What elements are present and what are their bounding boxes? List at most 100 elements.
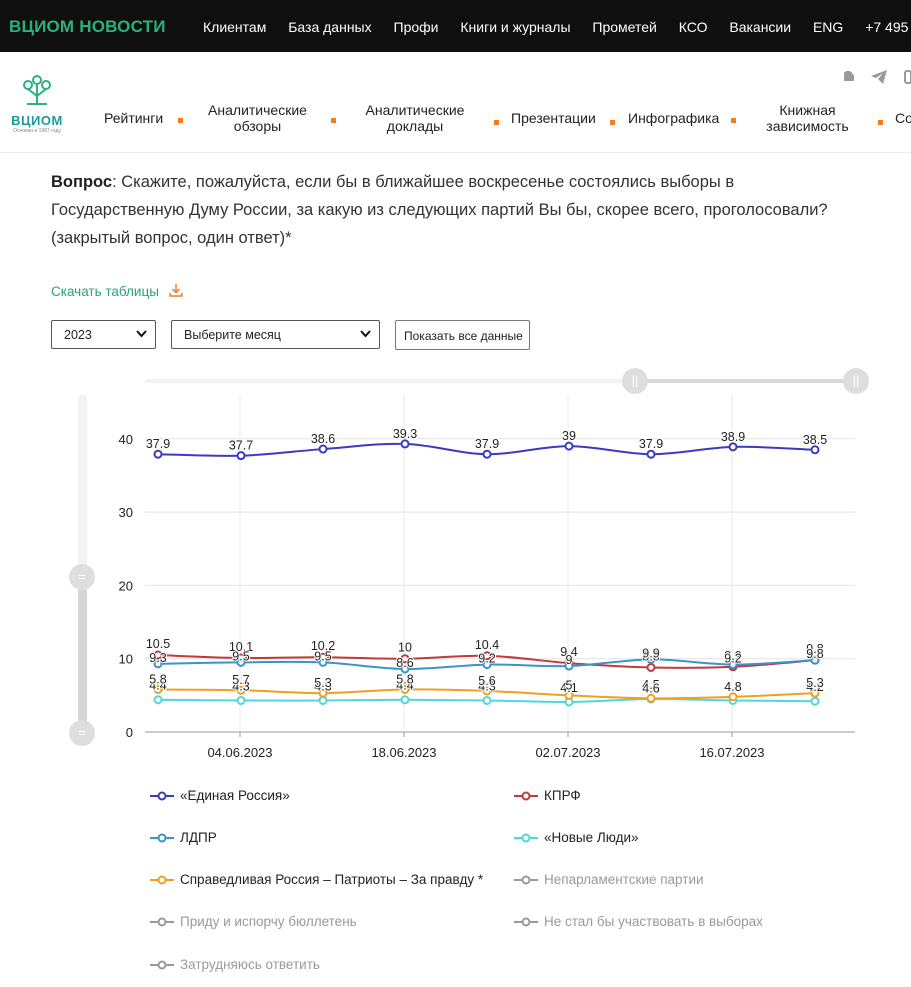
month-select[interactable]: Выберите месяц	[171, 320, 380, 349]
brand-link[interactable]: ВЦИОМ НОВОСТИ	[9, 17, 166, 36]
vertical-range-bottom-handle[interactable]: =	[69, 720, 95, 746]
data-point-kprf[interactable]	[646, 662, 656, 672]
data-point-new-people[interactable]	[153, 695, 163, 705]
range-end-handle[interactable]: ||	[843, 368, 869, 394]
show-all-data-button[interactable]: Показать все данные	[395, 320, 530, 350]
data-point-kprf[interactable]	[482, 651, 492, 661]
vertical-range-top-handle[interactable]: =	[69, 564, 95, 590]
logo[interactable]: ВЦИОМ Основан в 1987 году	[9, 74, 65, 134]
nav-item-ratings[interactable]: Рейтинги	[104, 110, 164, 126]
data-point-new-people[interactable]	[236, 695, 246, 705]
data-point-ur[interactable]	[400, 439, 410, 449]
data-point-kprf[interactable]	[318, 652, 328, 662]
data-point-new-people[interactable]	[810, 696, 820, 706]
data-point-sr[interactable]	[400, 684, 410, 694]
top-nav-item-clients[interactable]: Клиентам	[203, 19, 267, 35]
data-point-sr[interactable]	[564, 690, 574, 700]
legend-marker-icon	[150, 791, 174, 801]
data-point-ldpr[interactable]	[318, 657, 328, 667]
legend-item-ur[interactable]: «Единая Россия»	[150, 788, 290, 803]
y-tick-label: 40	[119, 432, 133, 447]
data-point-sr[interactable]	[482, 686, 492, 696]
data-point-ur[interactable]	[482, 449, 492, 459]
top-nav-item-prometheus[interactable]: Прометей	[592, 19, 657, 35]
data-point-new-people[interactable]	[646, 694, 656, 704]
legend-label: Приду и испорчу бюллетень	[180, 914, 357, 929]
nav-item-book-addiction[interactable]: Книжная зависимость	[766, 102, 849, 134]
legend-item-new-people[interactable]: «Новые Люди»	[514, 830, 639, 845]
x-tick-label: 04.06.2023	[207, 745, 272, 760]
data-point-ur[interactable]	[646, 449, 656, 459]
legend-item-not-vote[interactable]: Не стал бы участвовать в выборах	[514, 914, 763, 929]
top-nav-item-database[interactable]: База данных	[288, 19, 372, 35]
data-point-kprf[interactable]	[236, 653, 246, 663]
data-label-kprf: 8.9	[724, 649, 741, 663]
range-start-handle[interactable]: ||	[622, 368, 648, 394]
data-point-sr[interactable]	[318, 688, 328, 698]
social-icon[interactable]	[903, 70, 911, 87]
data-label-ldpr: 9.8	[806, 647, 823, 661]
legend-item-nonparliamentary[interactable]: Непарламентские партии	[514, 872, 704, 887]
nav-separator-mark	[494, 120, 499, 125]
data-point-ldpr[interactable]	[400, 664, 410, 674]
nav-separator-mark	[731, 118, 736, 123]
legend-item-spoil-ballot[interactable]: Приду и испорчу бюллетень	[150, 914, 357, 929]
nav-item-more[interactable]: Со	[895, 110, 911, 126]
legend-item-ldpr[interactable]: ЛДПР	[150, 830, 217, 845]
data-point-ldpr[interactable]	[728, 660, 738, 670]
data-point-ur[interactable]	[236, 451, 246, 461]
data-point-ldpr[interactable]	[236, 657, 246, 667]
data-point-kprf[interactable]	[153, 650, 163, 660]
data-label-ldpr: 9.3	[149, 651, 166, 665]
data-label-kprf: 10.4	[475, 638, 499, 652]
data-point-ldpr[interactable]	[564, 661, 574, 671]
data-point-new-people[interactable]	[318, 695, 328, 705]
soundcloud-icon[interactable]	[836, 70, 856, 85]
data-point-sr[interactable]	[810, 688, 820, 698]
data-point-sr[interactable]	[728, 692, 738, 702]
download-tables-link[interactable]: Скачать таблицы	[51, 283, 183, 299]
nav-item-infographics[interactable]: Инфографика	[628, 110, 720, 126]
horizontal-range-track[interactable]	[145, 379, 860, 383]
data-point-kprf[interactable]	[400, 654, 410, 664]
legend-item-sr[interactable]: Справедливая Россия – Патриоты – За прав…	[150, 872, 483, 887]
data-point-kprf[interactable]	[810, 655, 820, 665]
top-nav-item-books[interactable]: Книги и журналы	[460, 19, 571, 35]
top-nav-item-profi[interactable]: Профи	[393, 19, 439, 35]
data-label-new-people: 4.3	[478, 679, 495, 693]
legend-item-undecided[interactable]: Затрудняюсь ответить	[150, 957, 320, 972]
data-point-ldpr[interactable]	[810, 655, 820, 665]
data-point-new-people[interactable]	[564, 697, 574, 707]
data-point-new-people[interactable]	[400, 695, 410, 705]
data-point-sr[interactable]	[153, 684, 163, 694]
data-point-kprf[interactable]	[564, 658, 574, 668]
top-nav-item-eng[interactable]: ENG	[812, 19, 844, 35]
data-point-ur[interactable]	[564, 441, 574, 451]
top-nav-item-kso[interactable]: КСО	[678, 19, 708, 35]
top-nav-item-vacancies[interactable]: Вакансии	[729, 19, 792, 35]
data-point-new-people[interactable]	[482, 695, 492, 705]
data-label-ur: 39.3	[393, 427, 417, 441]
legend-label: Справедливая Россия – Патриоты – За прав…	[180, 872, 484, 887]
data-point-ldpr[interactable]	[646, 654, 656, 664]
horizontal-range-selected	[636, 379, 856, 383]
legend-item-kprf[interactable]: КПРФ	[514, 788, 581, 803]
data-point-ur[interactable]	[728, 442, 738, 452]
nav-item-analytic-reviews[interactable]: Аналитические обзоры	[208, 102, 307, 134]
data-point-ur[interactable]	[153, 449, 163, 459]
top-nav-phone[interactable]: +7 495 74	[865, 19, 911, 35]
nav-separator-mark	[178, 118, 183, 123]
data-point-ur[interactable]	[318, 444, 328, 454]
data-label-kprf: 9.8	[806, 642, 823, 656]
nav-item-analytic-reports[interactable]: Аналитические доклады	[365, 102, 465, 134]
data-point-sr[interactable]	[236, 685, 246, 695]
telegram-icon[interactable]	[871, 70, 887, 87]
data-point-new-people[interactable]	[728, 695, 738, 705]
nav-item-presentations[interactable]: Презентации	[511, 110, 596, 126]
data-point-ldpr[interactable]	[482, 660, 492, 670]
year-select[interactable]: 2023	[51, 320, 156, 349]
data-point-ldpr[interactable]	[153, 659, 163, 669]
data-point-ur[interactable]	[810, 445, 820, 455]
data-point-sr[interactable]	[646, 693, 656, 703]
data-point-kprf[interactable]	[728, 662, 738, 672]
